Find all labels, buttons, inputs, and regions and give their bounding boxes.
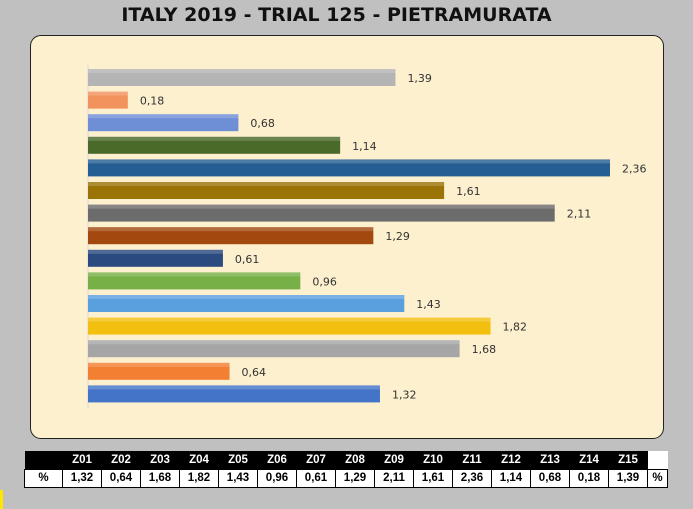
bar-z15 (88, 69, 396, 86)
table-header-end (647, 451, 668, 469)
table-value-cell: 1,43 (218, 468, 258, 488)
bar-highlight (88, 69, 396, 73)
table-header-cell: Z14 (569, 451, 609, 469)
data-label-z13: 0,68 (250, 117, 275, 130)
bar-z05 (88, 295, 405, 312)
table-header-row: Z01 Z02 Z03 Z04 Z05 Z06 Z07 Z08 Z09 Z10 Z11 Z12 Z13 Z… (24, 451, 668, 469)
bar-highlight (88, 317, 491, 322)
table-value-cell: 1,61 (413, 468, 453, 488)
table-header-cell: Z07 (296, 451, 336, 469)
data-table: Z01 Z02 Z03 Z04 Z05 Z06 Z07 Z08 Z09 Z10 Z11 Z12 Z13 Z… (24, 451, 668, 488)
data-label-z15: 1,39 (407, 72, 432, 85)
table-value-cell: 1,32 (62, 468, 102, 488)
table-header-cell: Z03 (140, 451, 180, 469)
table-value-cell: 0,64 (101, 468, 141, 488)
table-header-cell: Z08 (335, 451, 375, 469)
bar-highlight (88, 136, 341, 141)
bar-z08 (88, 227, 374, 245)
bar-z04 (88, 317, 491, 335)
table-value-cell: 0,96 (257, 468, 297, 488)
table-header-cell: Z11 (452, 451, 492, 469)
bar-highlight (88, 91, 128, 96)
table-header-corner (24, 451, 63, 469)
table-value-cell: 0,18 (569, 468, 609, 488)
table-header-cell: Z15 (608, 451, 648, 469)
data-label-z08: 1,29 (385, 230, 410, 243)
bar-z03 (88, 340, 460, 358)
table-value-cell: 0,68 (530, 468, 570, 488)
table-unit-label: % (647, 468, 668, 488)
table-value-cell: 2,36 (452, 468, 492, 488)
data-label-z05: 1,43 (416, 298, 441, 311)
table-header-cell: Z09 (374, 451, 414, 469)
bar-highlight (88, 362, 230, 367)
bar-chart: 1,39 0,18 0,68 1,14 2,36 1,61 2,11 1,29 0,61 0,96… (87, 65, 647, 408)
bar-z02 (88, 362, 230, 380)
table-value-cell: 1,68 (140, 468, 180, 488)
table-value-cell: 2,11 (374, 468, 414, 488)
data-label-z11: 2,36 (622, 162, 647, 175)
table-value-cell: 0,61 (296, 468, 336, 488)
data-label-z01: 1,32 (392, 388, 417, 401)
bar-z07 (88, 249, 223, 267)
bar-highlight (88, 114, 239, 119)
table-header-cell: Z10 (413, 451, 453, 469)
data-label-z10: 1,61 (456, 185, 481, 198)
data-label-z04: 1,82 (503, 321, 528, 334)
bar-highlight (88, 385, 380, 390)
table-header-cell: Z01 (62, 451, 102, 469)
bar-highlight (88, 182, 445, 186)
data-label-z09: 2,11 (567, 208, 592, 221)
data-label-z12: 1,14 (352, 140, 377, 153)
bar-highlight (88, 340, 460, 345)
data-label-z14: 0,18 (140, 95, 165, 108)
bar-highlight (88, 272, 301, 277)
table-value-cell: 1,29 (335, 468, 375, 488)
bar-highlight (88, 249, 223, 254)
bar-z06 (88, 272, 301, 290)
bar-z01 (88, 385, 380, 403)
table-header-cell: Z04 (179, 451, 219, 469)
bar-highlight (88, 295, 405, 299)
data-label-z07: 0,61 (235, 253, 259, 266)
table-value-row: % 1,32 0,64 1,68 1,82 1,43 0,96 0,61 1,29 2,11 1,6… (24, 468, 668, 488)
table-header-cell: Z05 (218, 451, 258, 469)
bar-z09 (88, 204, 555, 222)
table-value-cell: 1,14 (491, 468, 531, 488)
bar-highlight (88, 227, 374, 232)
table-row-label: % (24, 468, 63, 488)
bar-z11 (88, 159, 610, 177)
bar-z14 (88, 91, 128, 109)
data-label-z06: 0,96 (312, 275, 337, 288)
bar-highlight (88, 159, 610, 164)
table-header-cell: Z13 (530, 451, 570, 469)
data-label-z02: 0,64 (242, 366, 267, 379)
bar-z12 (88, 136, 341, 154)
data-label-z03: 1,68 (472, 343, 497, 356)
table-value-cell: 1,39 (608, 468, 648, 488)
table-header-cell: Z06 (257, 451, 297, 469)
chart-title: ITALY 2019 - TRIAL 125 - PIETRAMURATA (121, 4, 552, 26)
bar-z13 (88, 114, 239, 132)
bar-z10 (88, 182, 445, 199)
cell-edge-highlight (0, 490, 3, 509)
bar-highlight (88, 204, 555, 209)
table-header-cell: Z02 (101, 451, 141, 469)
table-header-cell: Z12 (491, 451, 531, 469)
table-value-cell: 1,82 (179, 468, 219, 488)
